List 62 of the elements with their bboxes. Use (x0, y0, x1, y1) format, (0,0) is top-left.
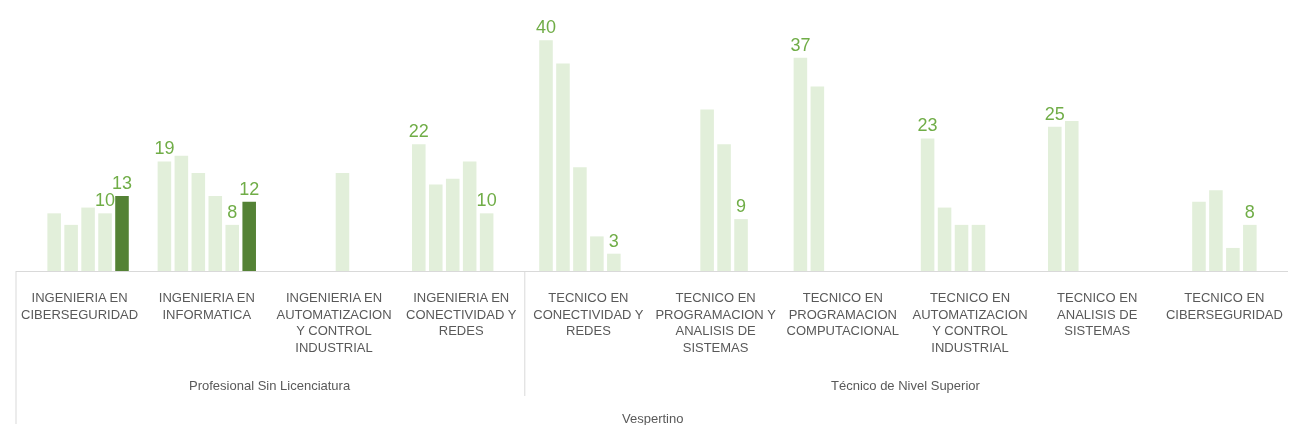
x-tick-label: INGENIERIA EN AUTOMATIZACION Y CONTROL INDUSTRIAL (276, 289, 392, 356)
data-label: 10 (476, 190, 497, 211)
data-label: 9 (736, 196, 747, 217)
data-label: 8 (1244, 201, 1255, 222)
x-tick-label: INGENIERIA EN CIBERSEGURIDAD (21, 289, 139, 322)
bar (115, 196, 129, 271)
bar (920, 138, 935, 271)
data-label: 22 (408, 121, 429, 142)
x-tick-label: TECNICO EN AUTOMATIZACION Y CONTROL INDUSTRIAL (912, 289, 1028, 356)
text: Profesional Sin Licenciatura (189, 378, 351, 393)
bar (607, 253, 621, 271)
bar (954, 224, 969, 271)
x-axis-title: Vespertino (622, 411, 684, 425)
x-tick-label: INGENIERIA EN CONECTIVIDAD Y REDES (406, 289, 517, 339)
bar (462, 161, 477, 271)
data-label: 8 (227, 201, 238, 222)
x-tick-label: TECNICO EN ANALISIS DE SISTEMAS (1057, 289, 1138, 339)
bar (590, 236, 604, 271)
data-label: 3 (608, 230, 619, 251)
bar (242, 201, 256, 271)
bar (573, 167, 587, 271)
bar (191, 172, 206, 271)
x-tick-label: INGENIERIA EN INFORMATICA (158, 289, 255, 322)
bar (971, 224, 986, 271)
bar (479, 213, 494, 271)
bar (1243, 224, 1257, 271)
bar (700, 109, 714, 271)
bar (47, 213, 61, 271)
bar (174, 155, 189, 271)
x-tick-label: TECNICO EN CIBERSEGURIDAD (1165, 289, 1283, 322)
bar (64, 224, 78, 271)
data-label: 12 (239, 178, 260, 199)
bar (556, 63, 570, 271)
bar (1048, 126, 1062, 271)
bar (208, 196, 223, 271)
bar (98, 213, 112, 271)
data-label: 40 (535, 17, 557, 38)
bar (428, 184, 443, 271)
bar (445, 178, 460, 271)
bar (1192, 201, 1206, 271)
text: Técnico de Nivel Superior (831, 378, 981, 393)
bar (1064, 121, 1079, 271)
x-tick-label: TECNICO EN PROGRAMACION Y ANALISIS DE SISTEMAS (655, 289, 777, 356)
data-label: 23 (917, 115, 938, 136)
bar (225, 224, 240, 271)
bar (1209, 190, 1223, 271)
bar (539, 40, 553, 271)
x-tick-label: TECNICO EN CONECTIVIDAD Y REDES (533, 289, 644, 339)
bar (810, 86, 825, 271)
x-tick-label: TECNICO EN PROGRAMACION COMPUTACIONAL (786, 289, 900, 339)
bar (412, 144, 426, 271)
data-label: 37 (790, 34, 811, 55)
bar (937, 207, 952, 271)
data-label: 19 (154, 138, 175, 159)
data-label: 25 (1044, 103, 1065, 124)
bar (717, 144, 731, 271)
bar (157, 161, 172, 271)
bar (335, 172, 350, 271)
bar (734, 219, 748, 271)
bar (1226, 247, 1240, 271)
bar (81, 207, 95, 271)
bar (793, 57, 808, 271)
